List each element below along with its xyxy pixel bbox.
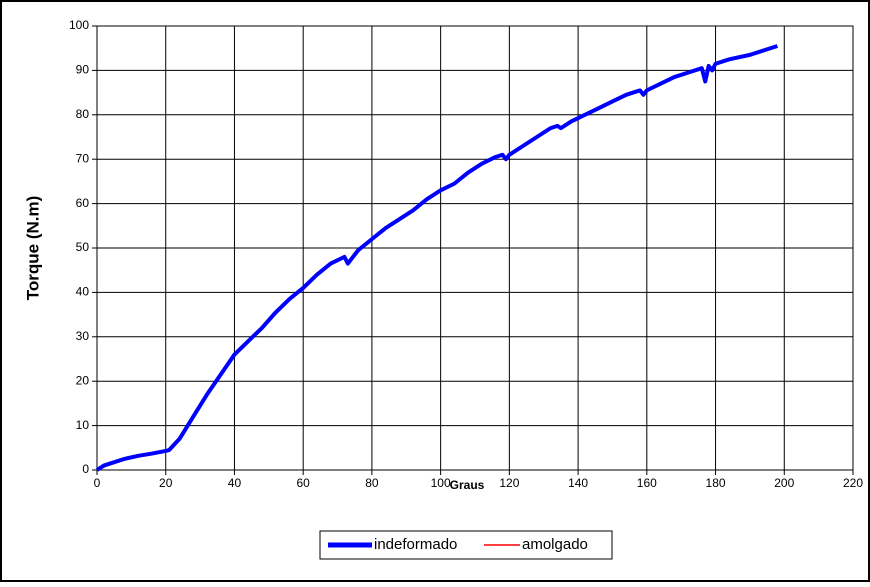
x-tick-label: 80 [365,476,379,490]
x-tick-label: 100 [431,476,451,490]
y-tick-label: 90 [76,63,90,77]
y-tick-label: 60 [76,196,90,210]
x-tick-label: 180 [706,476,726,490]
x-tick-label: 160 [637,476,657,490]
y-tick-label: 20 [76,373,90,387]
x-tick-label: 20 [159,476,173,490]
x-tick-label: 40 [228,476,242,490]
x-tick-label: 220 [843,476,863,490]
y-tick-label: 0 [82,462,89,476]
y-tick-label: 50 [76,240,90,254]
y-tick-label: 30 [76,329,90,343]
y-tick-label: 70 [76,151,90,165]
y-tick-label: 100 [69,18,89,32]
x-axis-label: Graus [450,478,485,492]
legend-label: amolgado [522,536,588,553]
x-tick-label: 60 [297,476,311,490]
y-tick-label: 80 [76,107,90,121]
y-tick-label: 10 [76,418,90,432]
y-tick-label: 40 [76,285,90,299]
x-tick-label: 200 [774,476,794,490]
x-tick-label: 120 [499,476,519,490]
legend-label: indeformado [374,536,457,553]
x-tick-label: 0 [94,476,101,490]
y-axis-label: Torque (N.m) [23,196,42,301]
x-tick-label: 140 [568,476,588,490]
series-line [95,44,779,472]
